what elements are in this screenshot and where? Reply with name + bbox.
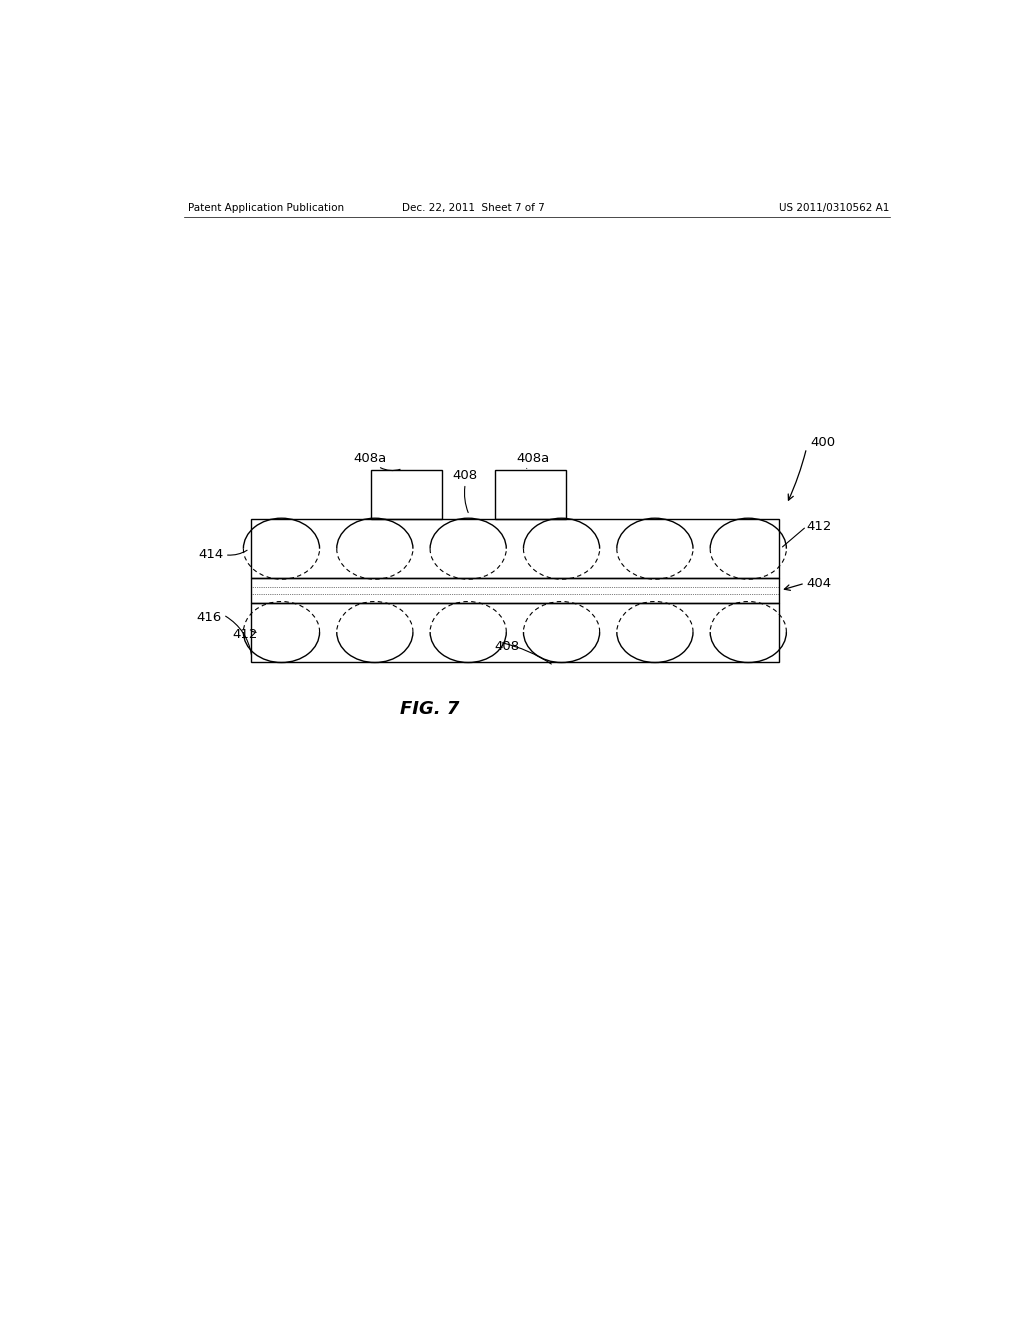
Text: 412: 412	[232, 627, 258, 640]
Text: 408: 408	[495, 640, 520, 653]
Text: 416: 416	[197, 611, 221, 624]
Text: US 2011/0310562 A1: US 2011/0310562 A1	[779, 203, 890, 213]
Text: FIG. 7: FIG. 7	[400, 701, 459, 718]
Text: 408a: 408a	[353, 451, 387, 465]
Text: Patent Application Publication: Patent Application Publication	[187, 203, 344, 213]
Text: 408: 408	[453, 469, 478, 482]
Text: 400: 400	[811, 437, 836, 450]
Text: 412: 412	[807, 520, 831, 533]
Text: 408a: 408a	[516, 451, 549, 465]
Text: Dec. 22, 2011  Sheet 7 of 7: Dec. 22, 2011 Sheet 7 of 7	[401, 203, 545, 213]
Text: 404: 404	[807, 577, 831, 590]
Text: 414: 414	[198, 548, 223, 561]
